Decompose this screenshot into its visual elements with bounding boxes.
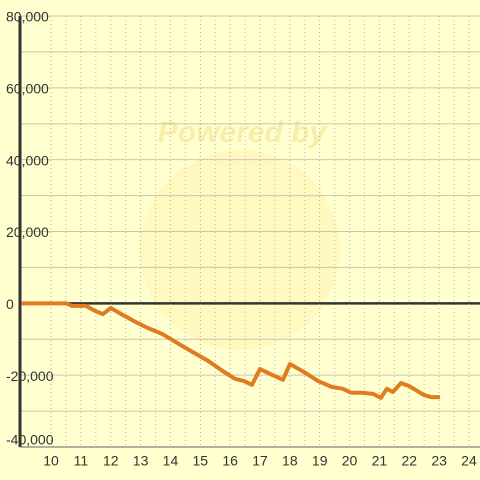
x-tick-label: 12 bbox=[103, 453, 119, 469]
x-tick-label: 20 bbox=[342, 453, 358, 469]
y-tick-label: 0 bbox=[6, 296, 14, 312]
x-tick-label: 19 bbox=[312, 453, 328, 469]
x-tick-label: 22 bbox=[401, 453, 417, 469]
y-tick-label: 60,000 bbox=[6, 81, 49, 97]
x-tick-label: 21 bbox=[372, 453, 388, 469]
x-tick-label: 17 bbox=[252, 453, 268, 469]
x-tick-label: 15 bbox=[193, 453, 209, 469]
y-tick-label: 40,000 bbox=[6, 152, 49, 168]
x-tick-label: 11 bbox=[74, 453, 89, 469]
x-tick-label: 24 bbox=[461, 453, 477, 469]
y-tick-label: 80,000 bbox=[6, 9, 49, 25]
line bbox=[21, 301, 440, 400]
x-tick-label: 10 bbox=[43, 453, 59, 469]
x-tick-label: 13 bbox=[133, 453, 149, 469]
x-tick-label: 14 bbox=[163, 453, 179, 469]
x-tick-label: 16 bbox=[222, 453, 238, 469]
y-tick-label: -20,000 bbox=[6, 368, 54, 384]
x-tick-label: 23 bbox=[431, 453, 447, 469]
x-tick-label: 18 bbox=[282, 453, 298, 469]
y-tick-label: 20,000 bbox=[6, 224, 49, 240]
watermark: Powered by bbox=[158, 116, 328, 149]
y-tick-label: -40,000 bbox=[6, 432, 54, 448]
